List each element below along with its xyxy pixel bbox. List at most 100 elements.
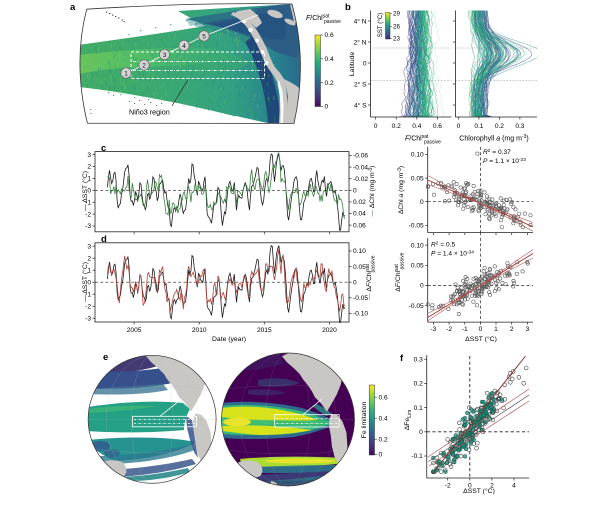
svg-text:-1: -1 (85, 291, 91, 298)
svg-text:0.4: 0.4 (379, 415, 388, 422)
svg-text:a: a (70, 2, 76, 13)
svg-text:-2: -2 (446, 326, 452, 333)
svg-text:0: 0 (374, 123, 378, 130)
svg-text:ΔChl a (mg m-3): ΔChl a (mg m-3) (397, 166, 405, 214)
svg-text:0.10: 0.10 (411, 242, 424, 249)
svg-text:0.06: 0.06 (353, 222, 366, 229)
svg-text:0.02: 0.02 (353, 199, 366, 206)
svg-text:0: 0 (379, 452, 383, 459)
svg-text:0: 0 (325, 104, 329, 111)
svg-text:2020: 2020 (322, 327, 337, 334)
svg-text:4: 4 (512, 483, 516, 490)
svg-text:0.2: 0.2 (379, 436, 388, 443)
svg-text:ΔSST (°C): ΔSST (°C) (463, 487, 495, 495)
svg-text:0.4: 0.4 (412, 123, 421, 130)
svg-text:Date (year): Date (year) (212, 336, 246, 343)
svg-text:0: 0 (468, 483, 472, 490)
svg-text:-3: -3 (430, 326, 436, 333)
svg-text:-0.05: -0.05 (353, 295, 368, 302)
svg-text:P = 1.4 × 10-34: P = 1.4 × 10-34 (431, 249, 474, 257)
svg-text:-0.10: -0.10 (353, 311, 368, 318)
svg-text:Chlorophyll a (mg m-3): Chlorophyll a (mg m-3) (459, 134, 528, 143)
svg-text:— ΔChl (mg m-3): — ΔChl (mg m-3) (368, 166, 376, 217)
svg-text:ΔF/Chlsat: ΔF/Chlsat (394, 264, 402, 292)
svg-text:-0.02: -0.02 (353, 176, 368, 183)
svg-text:2° N: 2° N (354, 38, 367, 46)
svg-text:1: 1 (494, 326, 498, 333)
svg-text:2015: 2015 (257, 327, 272, 334)
svg-text:2: 2 (510, 326, 514, 333)
svg-text:0.6: 0.6 (433, 123, 442, 130)
svg-text:e: e (103, 352, 108, 363)
svg-text:-2: -2 (85, 211, 91, 218)
svg-text:— ΔSST (°C): — ΔSST (°C) (81, 262, 89, 302)
svg-text:d: d (101, 234, 107, 245)
svg-text:0.2: 0.2 (414, 381, 423, 388)
svg-text:1: 1 (87, 176, 91, 183)
svg-text:ΔFeLim: ΔFeLim (404, 410, 413, 431)
svg-text:0.10: 0.10 (353, 248, 366, 255)
svg-text:2: 2 (87, 164, 91, 171)
svg-text:0: 0 (353, 279, 357, 286)
svg-text:ΔSST (°C): ΔSST (°C) (465, 335, 497, 343)
svg-text:5: 5 (202, 33, 206, 40)
svg-text:2010: 2010 (192, 327, 207, 334)
svg-text:b: b (345, 2, 351, 13)
svg-text:-2: -2 (85, 303, 91, 310)
svg-text:-0.05: -0.05 (409, 303, 424, 310)
svg-text:3: 3 (163, 52, 167, 59)
svg-text:29: 29 (393, 11, 400, 18)
svg-text:Niño3 region: Niño3 region (129, 108, 170, 117)
svg-text:0.3: 0.3 (515, 123, 524, 130)
svg-text:SST (°C): SST (°C) (377, 13, 384, 38)
svg-text:4: 4 (182, 43, 186, 50)
svg-text:0: 0 (479, 326, 483, 333)
svg-text:-1: -1 (85, 199, 91, 206)
svg-text:c: c (101, 143, 106, 154)
svg-text:0: 0 (419, 429, 423, 436)
svg-text:2: 2 (142, 62, 146, 69)
svg-text:P = 1.1 × 10-23: P = 1.1 × 10-23 (483, 157, 526, 165)
svg-text:2: 2 (87, 255, 91, 262)
svg-text:Fe limitation: Fe limitation (361, 401, 368, 438)
svg-text:0.05: 0.05 (411, 175, 424, 182)
svg-text:R2 = 0.5: R2 = 0.5 (431, 240, 455, 248)
svg-text:-0.06: -0.06 (353, 153, 368, 160)
svg-text:3: 3 (526, 326, 530, 333)
svg-text:0.04: 0.04 (353, 211, 366, 218)
svg-text:f: f (400, 353, 404, 364)
svg-text:— ΔF/Chlsat: — ΔF/Chlsat (365, 264, 373, 300)
svg-text:0: 0 (420, 283, 424, 290)
svg-text:0.2: 0.2 (495, 123, 504, 130)
svg-text:0.4: 0.4 (325, 56, 334, 63)
svg-text:0.05: 0.05 (353, 264, 366, 271)
svg-text:2005: 2005 (127, 327, 142, 334)
svg-text:-3: -3 (85, 315, 91, 322)
svg-text:3: 3 (87, 152, 91, 159)
svg-text:2: 2 (490, 483, 494, 490)
svg-text:0.6: 0.6 (379, 394, 388, 401)
svg-text:0: 0 (87, 188, 91, 195)
svg-text:1: 1 (87, 267, 91, 274)
svg-text:4° N: 4° N (354, 17, 367, 25)
svg-text:-1: -1 (462, 326, 468, 333)
svg-text:0: 0 (457, 123, 461, 130)
svg-text:-0.04: -0.04 (353, 164, 368, 171)
svg-text:0: 0 (363, 60, 367, 67)
svg-text:-2: -2 (445, 483, 451, 490)
svg-text:— ΔSST (°C): — ΔSST (°C) (81, 171, 89, 211)
svg-text:0.2: 0.2 (392, 123, 401, 130)
svg-text:0: 0 (353, 188, 357, 195)
svg-text:0.1: 0.1 (474, 123, 483, 130)
svg-text:0.1: 0.1 (414, 405, 423, 412)
svg-text:0: 0 (420, 199, 424, 206)
svg-text:0.05: 0.05 (411, 263, 424, 270)
svg-text:3: 3 (87, 243, 91, 250)
svg-text:0.2: 0.2 (325, 80, 334, 87)
svg-text:0.10: 0.10 (411, 152, 424, 159)
svg-text:0.6: 0.6 (325, 32, 334, 39)
svg-text:R2 = 0.37: R2 = 0.37 (483, 148, 511, 156)
svg-text:0: 0 (87, 279, 91, 286)
